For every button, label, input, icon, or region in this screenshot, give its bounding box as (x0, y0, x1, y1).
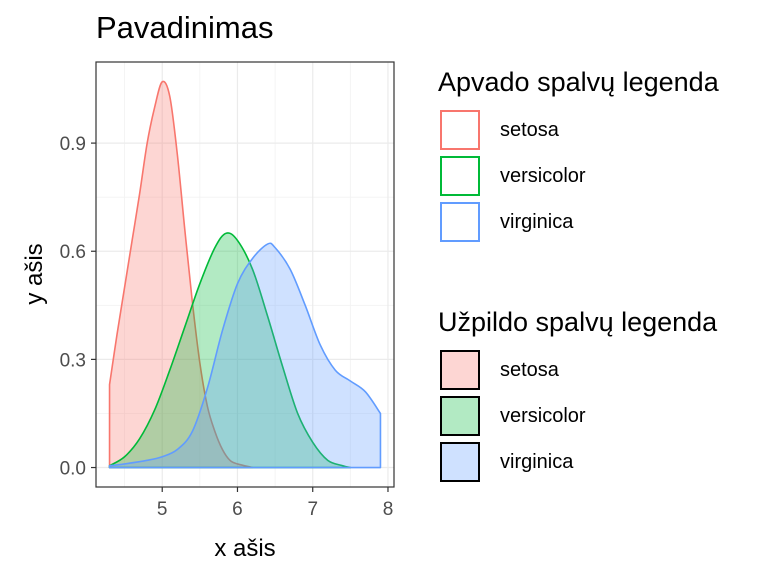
fill-legend-title: Užpildo spalvų legenda (438, 307, 718, 337)
density-areas (108, 80, 382, 469)
plot-border (95, 61, 395, 488)
outline-legend-item-virginica: virginica (438, 196, 719, 242)
fill-legend-label: setosa (500, 359, 559, 381)
fill-legend-item-versicolor: versicolor (438, 390, 717, 436)
x-tick-label: 8 (383, 499, 394, 520)
outline-legend-label: virginica (500, 211, 574, 233)
outline-legend-key-setosa (440, 110, 480, 150)
fill-legend-key-setosa (440, 350, 480, 390)
outline-legend-item-versicolor: versicolor (438, 150, 719, 196)
outline-legend-title: Apvado spalvų legenda (438, 67, 719, 97)
x-tick-label: 7 (307, 499, 318, 520)
plot-panel (96, 62, 394, 487)
x-tick-label: 6 (232, 499, 243, 520)
density-line-versicolor (108, 232, 352, 469)
density-line-virginica (108, 242, 382, 469)
fill-legend-label: virginica (500, 451, 574, 473)
y-tick-label: 0.0 (60, 459, 86, 480)
outline-legend-key-versicolor (440, 156, 480, 196)
fill-legend-key-versicolor (440, 396, 480, 436)
fill-legend-item-virginica: virginica (438, 436, 717, 482)
fill-legend-key-virginica (440, 442, 480, 482)
density-area-setosa (109, 81, 253, 468)
outline-legend-item-setosa: setosa (438, 104, 719, 150)
fill-legend-item-setosa: setosa (438, 344, 717, 390)
x-tick-label: 5 (157, 499, 168, 520)
density-area-versicolor (109, 232, 351, 468)
y-tick-label: 0.3 (60, 350, 86, 371)
axis-ticks: 5 6 7 8 0.0 0.3 0.6 0.9 (60, 134, 394, 520)
fill-legend: Užpildo spalvų legenda setosa versicolor… (438, 306, 717, 482)
outline-legend-label: versicolor (500, 165, 586, 187)
outline-legend-label: setosa (500, 119, 559, 141)
outline-legend: Apvado spalvų legenda setosa versicolor … (438, 66, 719, 242)
y-axis-title: y ašis (21, 243, 48, 304)
outline-legend-key-virginica (440, 202, 480, 242)
density-area-virginica (109, 243, 381, 468)
y-tick-label: 0.9 (60, 134, 86, 155)
x-axis-title: x ašis (214, 535, 275, 562)
fill-legend-label: versicolor (500, 405, 586, 427)
chart-title: Pavadinimas (96, 10, 274, 45)
density-line-setosa (108, 80, 254, 469)
y-tick-label: 0.6 (60, 242, 86, 263)
